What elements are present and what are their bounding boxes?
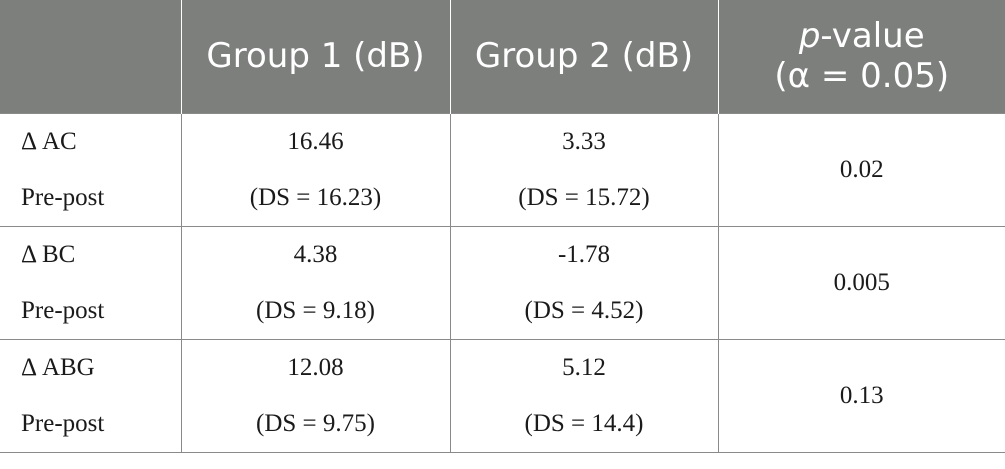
group-1-value: 16.46 xyxy=(287,127,344,155)
header-p-letter: p xyxy=(798,16,821,57)
group-2-cell: 3.33 (DS = 15.72) xyxy=(449,112,719,227)
group-1-cell: 12.08 (DS = 9.75) xyxy=(180,338,451,453)
group-2-cell: -1.78 (DS = 4.52) xyxy=(449,225,719,340)
p-value-cell: 0.005 xyxy=(717,225,1005,340)
group-1-value: 4.38 xyxy=(293,240,338,268)
header-p-value: p-value (α = 0.05) xyxy=(717,0,1005,113)
p-value-cell: 0.02 xyxy=(717,112,1005,227)
row-sublabel: Pre-post xyxy=(21,409,105,437)
header-p-value-line1: p-value xyxy=(719,16,1005,56)
row-label: Δ BC xyxy=(21,240,76,268)
table-header: Group 1 (dB) Group 2 (dB) p-value (α = 0… xyxy=(0,0,1005,113)
p-value-cell: 0.13 xyxy=(717,338,1005,453)
group-2-cell: 5.12 (DS = 14.4) xyxy=(449,338,719,453)
group-1-sd: (DS = 9.75) xyxy=(256,409,375,437)
group-1-sd: (DS = 16.23) xyxy=(249,183,382,211)
group-1-sd: (DS = 9.18) xyxy=(256,296,375,324)
group-2-sd: (DS = 14.4) xyxy=(524,409,644,437)
header-empty-cell xyxy=(0,0,181,113)
header-alpha: (α = 0.05) xyxy=(774,56,950,97)
results-table: Group 1 (dB) Group 2 (dB) p-value (α = 0… xyxy=(0,0,1005,453)
group-2-value: 5.12 xyxy=(562,353,606,381)
row-sublabel: Pre-post xyxy=(21,296,105,324)
row-sublabel: Pre-post xyxy=(21,183,105,211)
row-label-cell: Δ BC Pre-post xyxy=(0,225,182,340)
group-2-sd: (DS = 4.52) xyxy=(524,296,644,324)
group-1-cell: 16.46 (DS = 16.23) xyxy=(180,112,451,227)
header-group-2: Group 2 (dB) xyxy=(449,0,718,113)
header-group-1: Group 1 (dB) xyxy=(180,0,450,113)
table-body: Δ AC Pre-post 16.46 (DS = 16.23) 3.33 (D… xyxy=(0,112,1005,453)
header-row: Group 1 (dB) Group 2 (dB) p-value (α = 0… xyxy=(0,0,1005,113)
group-1-value: 12.08 xyxy=(287,353,344,381)
row-label-cell: Δ ABG Pre-post xyxy=(0,338,182,453)
group-1-cell: 4.38 (DS = 9.18) xyxy=(180,225,451,340)
group-2-value: -1.78 xyxy=(557,240,611,268)
row-label: Δ AC xyxy=(21,127,77,155)
table-row: Δ ABG Pre-post 12.08 (DS = 9.75) 5.12 (D… xyxy=(0,338,1005,453)
table-row: Δ BC Pre-post 4.38 (DS = 9.18) -1.78 (DS… xyxy=(0,225,1005,340)
row-label-cell: Δ AC Pre-post xyxy=(0,112,182,227)
row-label: Δ ABG xyxy=(21,353,95,381)
header-p-suffix: -value xyxy=(820,16,925,57)
group-2-value: 3.33 xyxy=(562,127,606,155)
table-row: Δ AC Pre-post 16.46 (DS = 16.23) 3.33 (D… xyxy=(0,112,1005,227)
group-2-sd: (DS = 15.72) xyxy=(518,183,650,211)
